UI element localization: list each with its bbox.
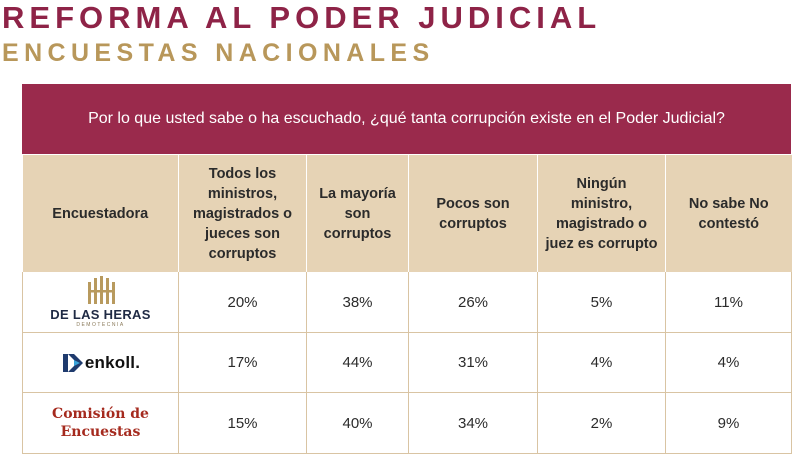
value-cell: 11% <box>665 272 792 333</box>
value-cell: 34% <box>408 392 538 454</box>
column-header-most-corrupt: La mayoría son corruptos <box>306 155 409 272</box>
value-cell: 17% <box>178 332 307 393</box>
de-las-heras-logo: DE LAS HERAS DEMOTECNIA <box>24 275 177 329</box>
column-header-few-corrupt: Pocos son corruptos <box>408 155 538 272</box>
value-cell: 4% <box>665 332 792 393</box>
enkoll-label: enkoll. <box>84 352 141 372</box>
value-cell: 40% <box>306 392 409 454</box>
table-row: enkoll. 17% 44% 31% 4% 4% <box>22 332 792 393</box>
de-las-heras-sublabel: DEMOTECNIA <box>76 321 125 328</box>
pollster-cell: Comisión de Encuestas <box>22 392 179 454</box>
value-cell: 15% <box>178 392 307 454</box>
table-header-row: Encuestadora Todos los ministros, magist… <box>22 155 792 272</box>
survey-question-text: Por lo que usted sabe o ha escuchado, ¿q… <box>88 110 725 127</box>
value-cell: 20% <box>178 272 307 333</box>
results-table: Encuestadora Todos los ministros, magist… <box>22 155 792 454</box>
column-header-none-corrupt: Ningún ministro, magistrado o juez es co… <box>537 155 666 272</box>
survey-question-banner: Por lo que usted sabe o ha escuchado, ¿q… <box>22 84 791 154</box>
page-title: REFORMA AL PODER JUDICIAL <box>2 0 602 35</box>
column-header-pollster: Encuestadora <box>22 155 179 272</box>
value-cell: 2% <box>537 392 666 454</box>
value-cell: 9% <box>665 392 792 454</box>
column-header-no-answer: No sabe No contestó <box>665 155 792 272</box>
column-header-all-corrupt: Todos los ministros, magistrados o juece… <box>178 155 307 272</box>
value-cell: 31% <box>408 332 538 393</box>
pollster-cell: DE LAS HERAS DEMOTECNIA <box>22 272 179 333</box>
enkoll-mark-icon <box>62 353 83 372</box>
page-subtitle: ENCUESTAS NACIONALES <box>2 39 435 67</box>
value-cell: 38% <box>306 272 409 333</box>
table-row: Comisión de Encuestas 15% 40% 34% 2% 9% <box>22 392 792 454</box>
table-row: DE LAS HERAS DEMOTECNIA 20% 38% 26% 5% 1… <box>22 272 792 333</box>
value-cell: 26% <box>408 272 538 333</box>
de-las-heras-label: DE LAS HERAS <box>50 306 151 322</box>
value-cell: 44% <box>306 332 409 393</box>
value-cell: 4% <box>537 332 666 393</box>
enkoll-logo: enkoll. <box>24 352 177 374</box>
comision-de-encuestas-logo: Comisión de Encuestas <box>52 406 149 440</box>
value-cell: 5% <box>537 272 666 333</box>
de-las-heras-mark-icon <box>87 275 115 304</box>
pollster-cell: enkoll. <box>22 332 179 393</box>
